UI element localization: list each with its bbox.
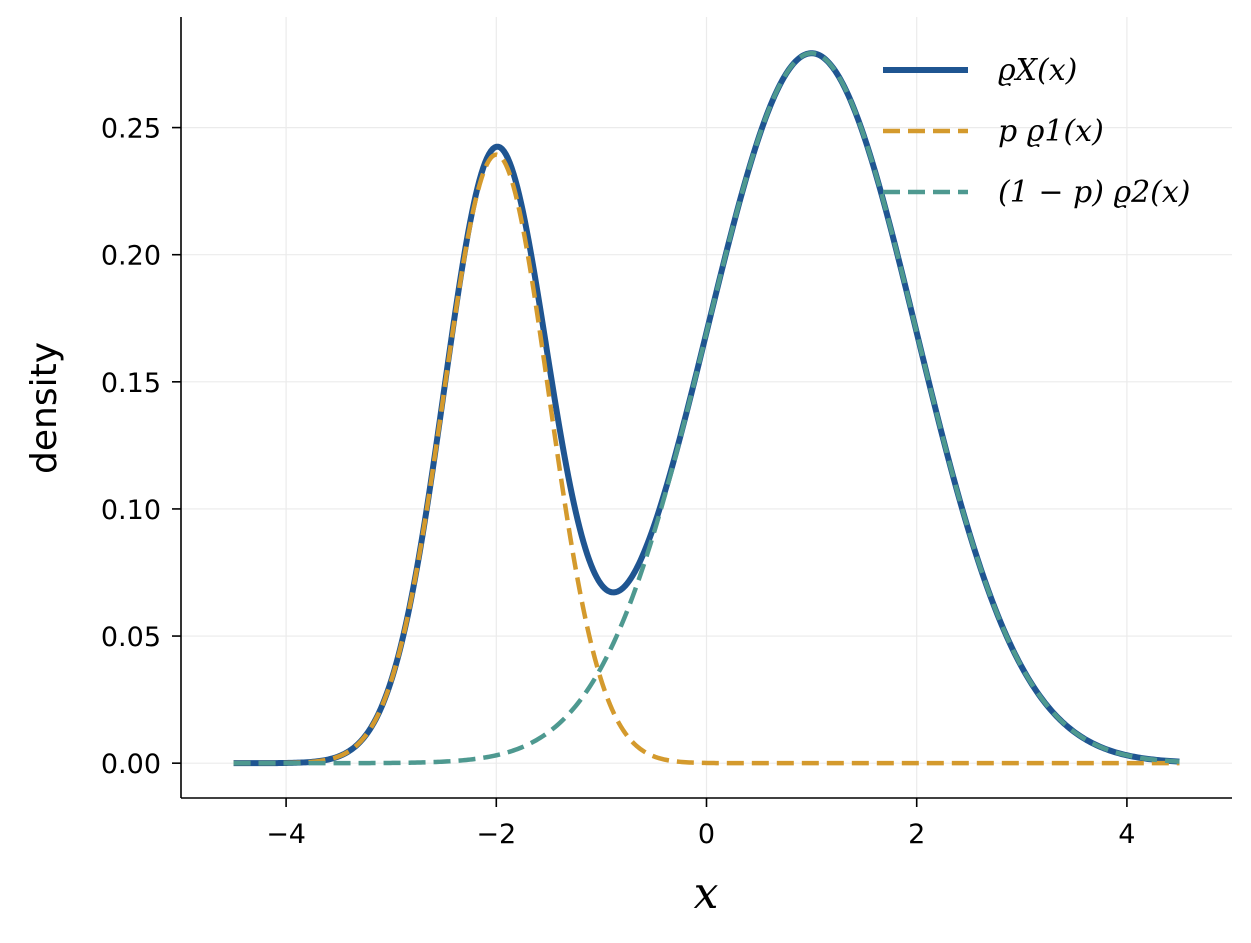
x-ticks: −4 −2 0 2 4: [266, 798, 1135, 850]
y-tick-label-4: 0.20: [101, 241, 161, 272]
x-tick-label-4: 4: [1118, 819, 1135, 850]
y-axis-label: density: [24, 342, 65, 474]
x-tick-label-0: −4: [266, 819, 306, 850]
legend-label-1: p ϱ1(x): [998, 114, 1104, 149]
y-tick-label-1: 0.05: [101, 622, 161, 653]
y-tick-label-0: 0.00: [101, 749, 161, 780]
x-tick-label-2: 0: [698, 819, 715, 850]
y-ticks: 0.00 0.05 0.10 0.15 0.20 0.25: [101, 114, 181, 780]
x-axis-label: x: [694, 868, 719, 919]
x-tick-label-1: −2: [476, 819, 516, 850]
y-tick-label-5: 0.25: [101, 114, 161, 145]
series-line-2: [233, 50, 1180, 766]
legend-label-2: (1 − p) ϱ2(x): [998, 175, 1191, 210]
series-group: [232, 50, 1181, 767]
legend-label-0: ϱX(x): [998, 53, 1077, 88]
series-line-1: [233, 152, 1180, 766]
y-tick-label-2: 0.10: [101, 495, 161, 526]
y-tick-label-3: 0.15: [101, 368, 161, 399]
x-tick-label-3: 2: [908, 819, 925, 850]
legend: ϱX(x) p ϱ1(x) (1 − p) ϱ2(x): [883, 53, 1191, 210]
